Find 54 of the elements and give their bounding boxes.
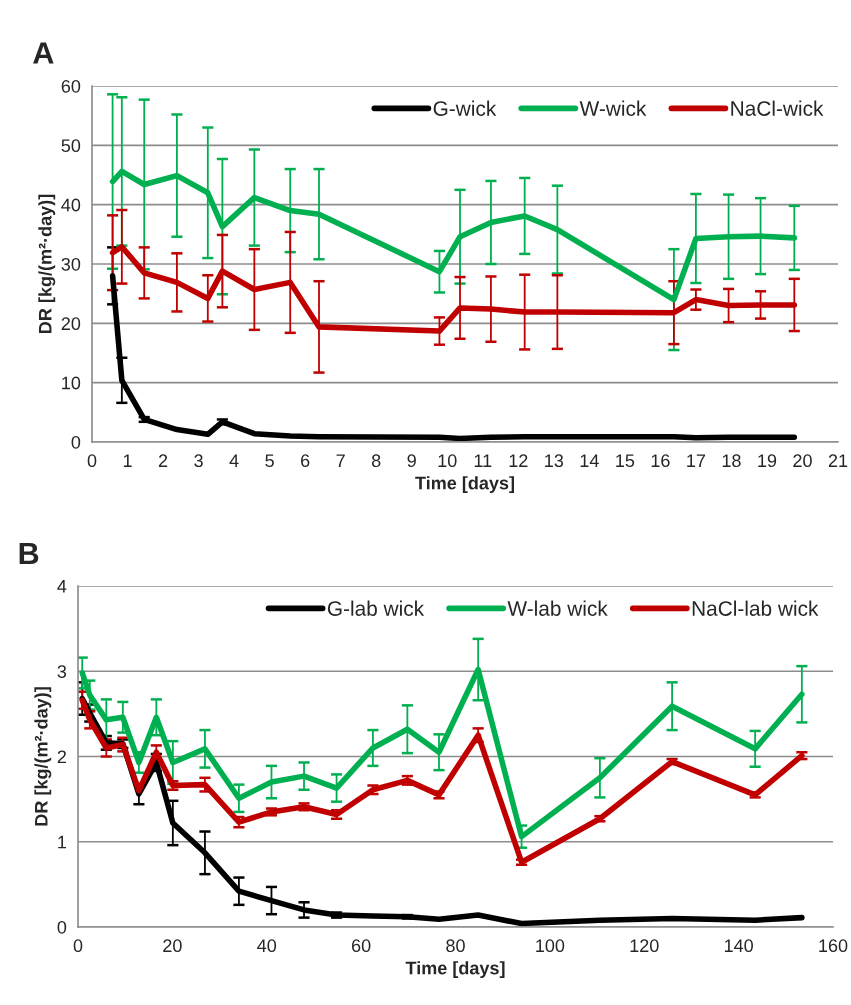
x-tick-label: 13	[545, 454, 564, 468]
y-tick-label: 1	[58, 835, 67, 849]
legend-label: W-wick	[579, 100, 647, 116]
x-tick-label: 21	[828, 454, 848, 467]
x-tick-label: 15	[616, 454, 635, 468]
y-tick-label: 50	[61, 139, 81, 153]
x-tick-label: 1	[123, 454, 132, 467]
x-tick-label: 80	[446, 939, 465, 953]
x-tick-label: 160	[819, 939, 848, 953]
x-tick-label: 14	[580, 454, 599, 467]
y-tick-label: 4	[57, 580, 67, 593]
x-tick-label: 7	[336, 454, 345, 467]
y-axis-title: DR [kg/(m²·day)]	[38, 194, 56, 333]
y-tick-label: 20	[61, 317, 81, 331]
chart-title: B	[19, 543, 39, 565]
x-tick-label: 5	[265, 454, 274, 468]
chart-title: A	[33, 42, 54, 64]
legend-label: W-lab wick	[507, 600, 608, 616]
x-tick-label: 0	[87, 454, 97, 468]
x-tick-label: 11	[474, 454, 492, 467]
y-tick-label: 60	[61, 79, 81, 93]
y-tick-label: 0	[57, 920, 67, 934]
x-tick-label: 8	[371, 454, 381, 468]
legend-label: G-wick	[433, 100, 497, 116]
x-tick-label: 16	[651, 454, 670, 468]
x-tick-label: 12	[509, 454, 528, 467]
x-axis-title: Time [days]	[415, 476, 514, 494]
x-tick-label: 120	[630, 939, 659, 953]
x-tick-label: 20	[793, 454, 812, 468]
legend-label: NaCl-lab wick	[692, 600, 819, 616]
y-tick-label: 2	[57, 750, 66, 764]
x-tick-label: 9	[407, 454, 416, 468]
x-tick-label: 19	[758, 454, 777, 468]
y-tick-label: 10	[62, 376, 81, 390]
x-tick-label: 4	[229, 454, 239, 467]
y-tick-label: 0	[71, 435, 81, 449]
x-tick-label: 40	[257, 939, 277, 953]
legend-label: G-lab wick	[327, 600, 425, 616]
x-tick-label: 2	[158, 454, 168, 467]
x-tick-label: 140	[724, 939, 753, 953]
y-axis-title: DR [kg/(m²·day)]	[34, 687, 52, 826]
x-tick-label: 18	[722, 454, 741, 468]
x-tick-label: 17	[687, 454, 706, 467]
x-tick-label: 20	[163, 939, 182, 953]
x-tick-label: 60	[352, 939, 371, 953]
x-tick-label: 10	[438, 454, 457, 468]
y-tick-label: 3	[57, 665, 67, 678]
y-tick-label: 40	[61, 198, 81, 212]
x-tick-label: 6	[301, 454, 310, 468]
x-tick-label: 3	[194, 454, 203, 468]
x-axis-title: Time [days]	[405, 961, 505, 979]
x-tick-label: 100	[536, 939, 565, 953]
y-tick-label: 30	[61, 257, 81, 271]
legend-label: NaCl-wick	[731, 100, 824, 116]
